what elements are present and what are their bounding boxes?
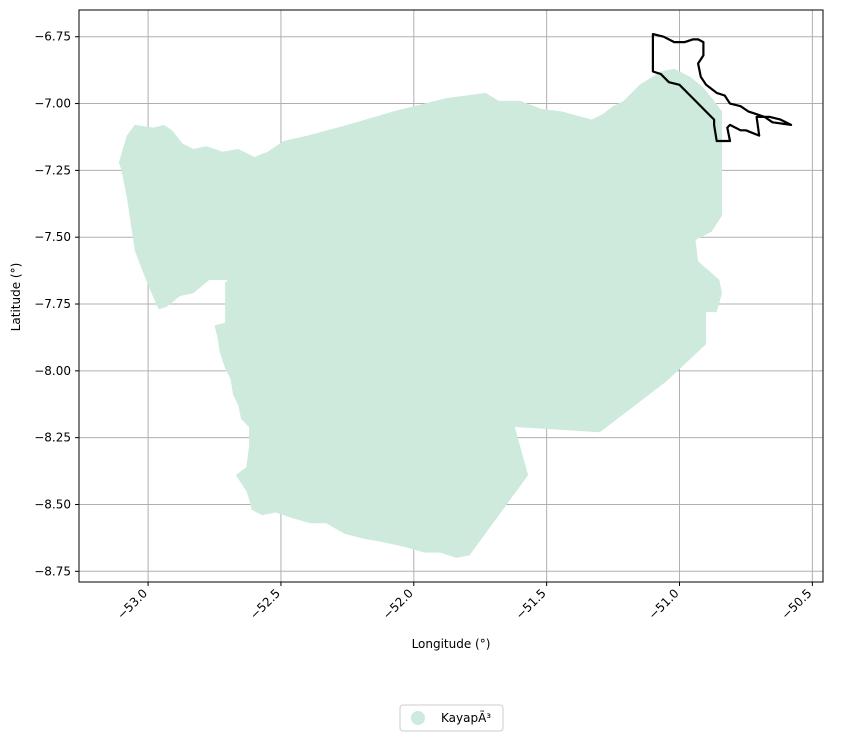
y-tick-label: −8.75 — [34, 564, 71, 578]
y-tick-label: −8.50 — [34, 497, 71, 511]
legend: KayapÃ³ — [399, 704, 504, 732]
kayapo-territory-region — [118, 68, 722, 558]
x-tick-label: −52.5 — [247, 586, 283, 622]
y-tick-label: −7.50 — [34, 230, 71, 244]
y-tick-label: −7.25 — [34, 163, 71, 177]
legend-marker — [411, 711, 425, 725]
legend-box — [399, 704, 504, 732]
outlined-area-boundary — [651, 32, 793, 143]
x-tick-label: −51.5 — [513, 586, 549, 622]
x-tick-label: −52.0 — [380, 586, 416, 622]
y-axis-title: Latitude (°) — [9, 263, 23, 332]
x-axis-title: Longitude (°) — [412, 637, 491, 651]
y-tick-label: −6.75 — [34, 30, 71, 44]
plot-frame — [78, 9, 824, 583]
legend-label: KayapÃ³ — [441, 710, 491, 725]
y-tick-label: −8.00 — [34, 364, 71, 378]
x-tick-label: −50.5 — [779, 586, 815, 622]
y-tick-label: −7.00 — [34, 97, 71, 111]
x-tick-label: −53.0 — [114, 586, 150, 622]
x-tick-label: −51.0 — [646, 586, 682, 622]
map-regions — [118, 32, 793, 558]
y-tick-label: −7.75 — [34, 297, 71, 311]
y-tick-label: −8.25 — [34, 431, 71, 445]
